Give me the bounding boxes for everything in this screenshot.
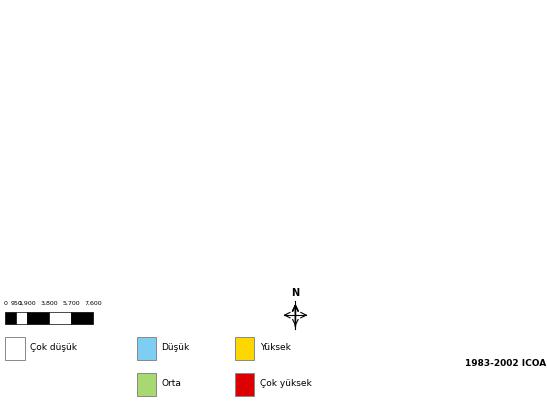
Bar bbox=[71, 312, 93, 324]
Bar bbox=[235, 337, 254, 360]
Bar bbox=[137, 337, 156, 360]
Text: 950: 950 bbox=[10, 301, 22, 306]
Text: Orta: Orta bbox=[161, 379, 181, 388]
Text: Düşük: Düşük bbox=[161, 343, 190, 352]
Text: 0: 0 bbox=[3, 301, 8, 306]
Text: 1983-2002 ICOADS.: 1983-2002 ICOADS. bbox=[465, 359, 547, 368]
Bar bbox=[5, 312, 16, 324]
Bar bbox=[16, 312, 27, 324]
Text: 5,700: 5,700 bbox=[62, 301, 80, 306]
Bar bbox=[5, 337, 25, 360]
Bar bbox=[27, 312, 49, 324]
Text: N: N bbox=[292, 288, 299, 298]
Bar bbox=[49, 312, 71, 324]
Bar bbox=[235, 373, 254, 396]
Text: Çok yüksek: Çok yüksek bbox=[260, 379, 312, 388]
Text: Çok düşük: Çok düşük bbox=[30, 343, 77, 352]
Text: 1,900: 1,900 bbox=[19, 301, 36, 306]
Text: Yüksek: Yüksek bbox=[260, 343, 290, 352]
Text: 7,600: 7,600 bbox=[84, 301, 102, 306]
Text: 3,800: 3,800 bbox=[40, 301, 58, 306]
Bar bbox=[137, 373, 156, 396]
